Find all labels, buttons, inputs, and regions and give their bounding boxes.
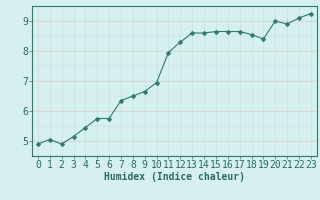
X-axis label: Humidex (Indice chaleur): Humidex (Indice chaleur): [104, 172, 245, 182]
